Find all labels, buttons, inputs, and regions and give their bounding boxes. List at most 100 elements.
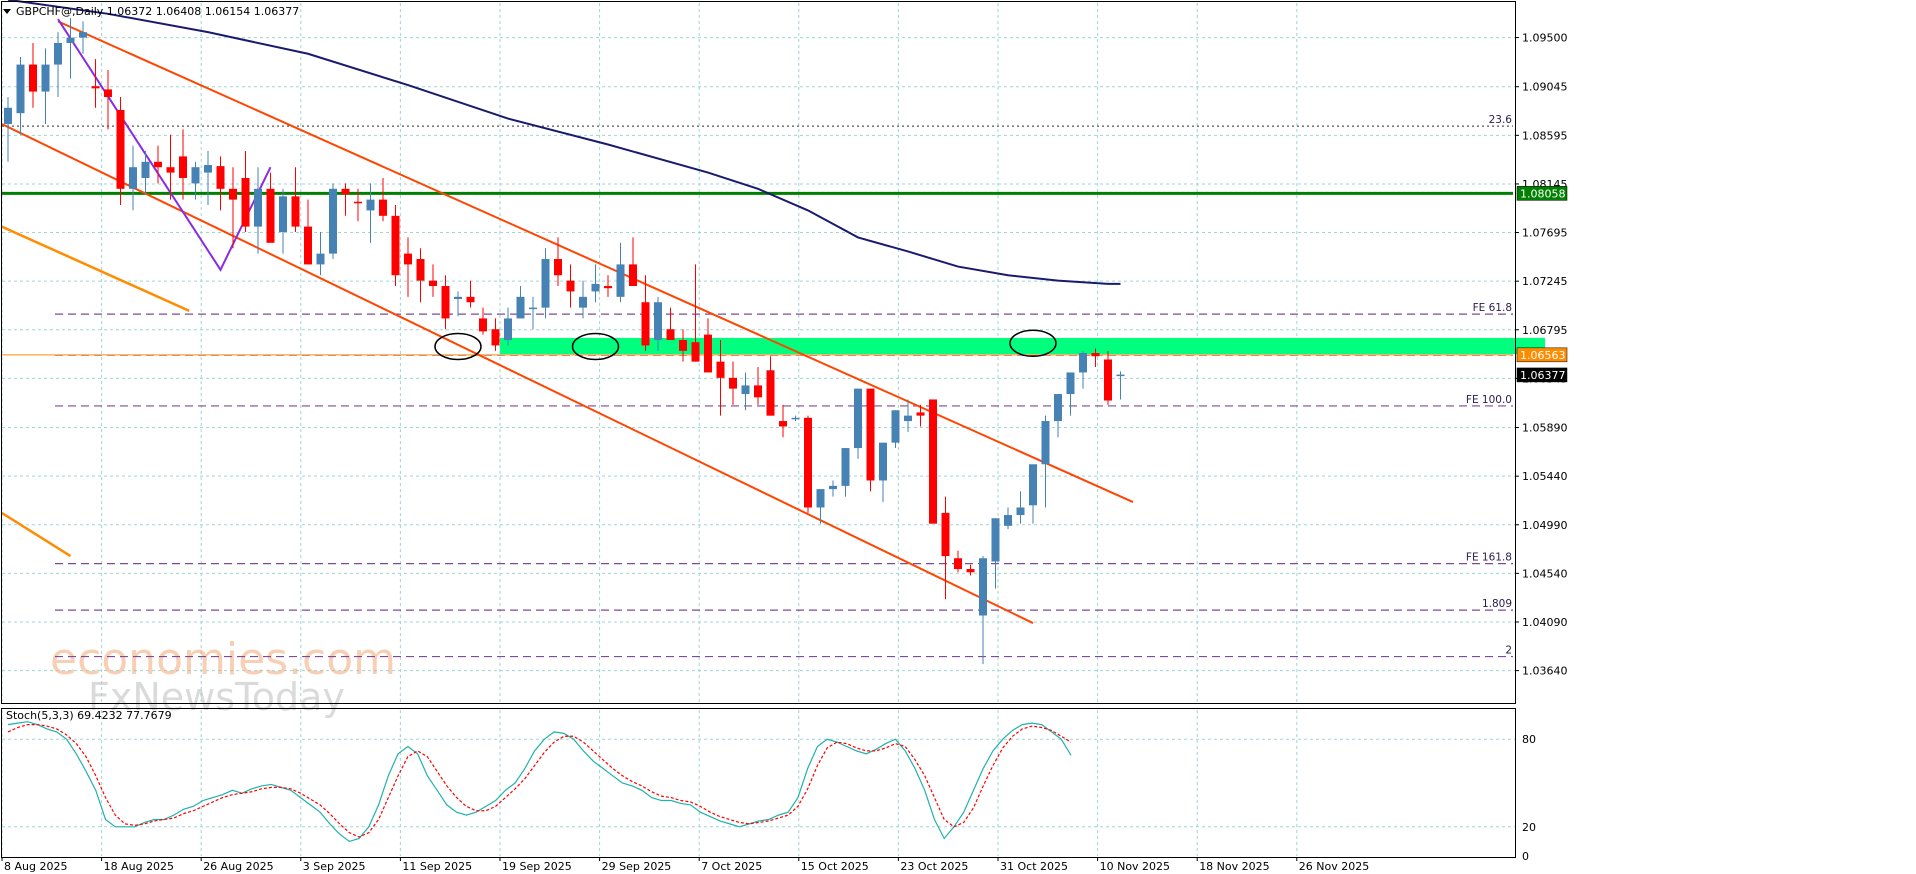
candle-body — [829, 485, 837, 490]
bull-candle — [841, 448, 850, 497]
candle-body — [66, 37, 75, 43]
bear-candle — [466, 280, 475, 308]
candle-body — [454, 296, 462, 299]
bull-candle — [791, 415, 800, 422]
candle-body — [4, 107, 12, 124]
candle-body — [1066, 372, 1075, 395]
bull-candle — [4, 96, 12, 162]
candle-body — [654, 302, 662, 341]
bull-candle — [504, 307, 512, 346]
bull-candle — [816, 489, 825, 524]
time-tick-label: 29 Sep 2025 — [602, 860, 672, 873]
bull-candle — [129, 145, 137, 211]
candle-body — [141, 161, 150, 178]
candle-body — [54, 42, 62, 65]
bear-candle — [1091, 348, 1100, 368]
candle-body — [716, 361, 725, 378]
candle-body — [1116, 374, 1125, 377]
bear-candle — [354, 188, 362, 222]
bull-candle — [141, 150, 150, 195]
candle-body — [79, 32, 87, 38]
bear-candle — [704, 318, 712, 373]
time-tick-label: 31 Oct 2025 — [1000, 860, 1068, 873]
candle-body — [91, 86, 100, 89]
bear-candle — [479, 307, 487, 335]
chart-frames — [1, 1, 1516, 858]
candle-body — [629, 264, 637, 287]
bear-candle — [729, 361, 737, 405]
stoch-tick-label: 20 — [1522, 821, 1536, 834]
time-tick-label: 8 Aug 2025 — [4, 860, 67, 873]
candle-body — [991, 518, 1000, 562]
stoch-tick-label: 0 — [1522, 850, 1529, 863]
bull-candle — [279, 188, 287, 254]
candle-body — [516, 296, 525, 319]
candle-body — [779, 421, 787, 427]
bull-candle — [1016, 491, 1025, 524]
candle-body — [1016, 507, 1025, 516]
candle-body — [191, 167, 200, 184]
time-tick-label: 23 Oct 2025 — [900, 860, 968, 873]
bear-candle — [441, 275, 450, 330]
resistance-price-badge-bg — [1516, 186, 1568, 201]
bear-candle — [779, 404, 787, 438]
current-price-badge-bg — [1516, 367, 1568, 383]
bear-candle — [404, 237, 412, 297]
candle-body — [204, 165, 212, 173]
bull-candle — [516, 286, 525, 319]
fib-level-label: FE 161.8 — [1466, 552, 1512, 564]
bear-candle — [629, 237, 637, 287]
candle-body — [441, 286, 450, 319]
bull-candle — [979, 556, 987, 665]
price-tick-label: 1.05890 — [1522, 422, 1568, 435]
bear-candle — [804, 415, 812, 513]
highlight-ellipse — [1009, 329, 1057, 358]
candle-body — [216, 166, 225, 189]
candle-body — [329, 188, 337, 254]
channel-upper-line — [57, 20, 1134, 503]
candle-body — [641, 302, 650, 346]
bull-candle — [16, 57, 25, 135]
candle-body — [754, 385, 762, 398]
time-tick-label: 10 Nov 2025 — [1100, 860, 1170, 873]
bear-candle — [116, 96, 125, 206]
candle-body — [616, 264, 625, 297]
chevron-down-icon[interactable] — [3, 9, 11, 14]
time-tick-label: 7 Oct 2025 — [701, 860, 762, 873]
price-tick-label: 1.07245 — [1522, 275, 1568, 288]
candle-body — [916, 412, 925, 416]
bull-candle — [879, 442, 887, 503]
fib-level-label: 23.6 — [1489, 114, 1513, 126]
time-tick-label: 26 Aug 2025 — [203, 860, 273, 873]
watermark-line2: FxNewsToday — [88, 675, 345, 719]
bull-candle — [591, 264, 600, 303]
support-zone — [500, 337, 1545, 355]
price-tick-label: 1.09500 — [1522, 32, 1568, 45]
candle-body — [341, 188, 350, 195]
candle-body — [666, 329, 675, 341]
candle-body — [254, 188, 262, 227]
candle-body — [941, 512, 950, 557]
bear-candle — [691, 264, 700, 362]
fib-level-label: 2 — [1505, 645, 1512, 657]
candle-body — [1004, 515, 1012, 526]
time-tick-label: 19 Sep 2025 — [502, 860, 572, 873]
highlight-ellipse — [571, 332, 620, 361]
candle-body — [891, 410, 900, 443]
candle-body — [729, 377, 737, 389]
bull-candle — [316, 232, 325, 276]
bull-candle — [1066, 372, 1075, 416]
candle-body — [154, 161, 162, 168]
bear-candle — [916, 404, 925, 427]
bull-candle — [1054, 394, 1062, 438]
level-price-badge-bg — [1516, 347, 1568, 363]
candle-body — [691, 342, 700, 362]
bear-candle — [929, 399, 937, 524]
candle-body — [129, 167, 137, 189]
price-axis: 1.095001.090451.085951.081451.076951.072… — [1515, 32, 1568, 678]
candle-body — [679, 340, 687, 351]
moving-average-line — [7, 0, 1121, 285]
candle-body — [866, 388, 875, 481]
